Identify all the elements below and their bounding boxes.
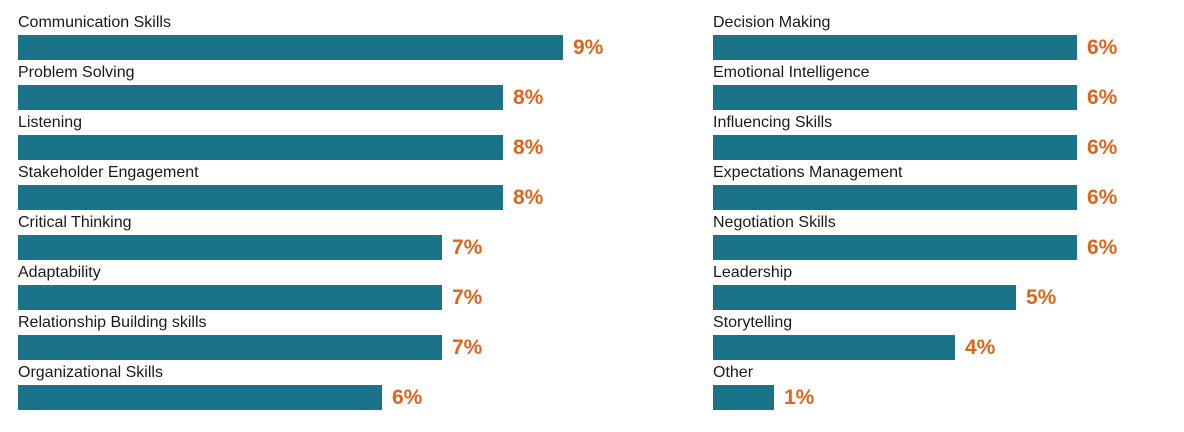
bar — [713, 135, 1077, 160]
bar-row: Communication Skills 9% — [18, 0, 618, 60]
bar — [713, 185, 1077, 210]
bar — [18, 185, 503, 210]
value-label: 7% — [452, 336, 483, 359]
bar-row: Expectations Management 6% — [713, 150, 1173, 210]
category-label: Communication Skills — [18, 14, 171, 31]
bar — [713, 335, 955, 360]
category-label: Influencing Skills — [713, 114, 833, 131]
bar — [713, 35, 1077, 60]
bar-row: Organizational Skills 6% — [18, 350, 618, 410]
skills-chart-left: Communication Skills 9% Problem Solving 8% L… — [18, 0, 618, 432]
bar-row: Emotional Intelligence 6% — [713, 50, 1173, 110]
value-label: 8% — [513, 186, 544, 209]
value-label: 6% — [1087, 186, 1118, 209]
value-label: 8% — [513, 136, 544, 159]
bar-row: Relationship Building skills 7% — [18, 300, 618, 360]
category-label: Problem Solving — [18, 64, 135, 81]
bar-row: Critical Thinking 7% — [18, 200, 618, 260]
category-label: Stakeholder Engagement — [18, 164, 199, 181]
bar-row: Influencing Skills 6% — [713, 100, 1173, 160]
value-label: 8% — [513, 86, 544, 109]
bar-row: Problem Solving 8% — [18, 50, 618, 110]
bar — [18, 85, 503, 110]
value-label: 6% — [1087, 36, 1118, 59]
value-label: 9% — [573, 36, 604, 59]
category-label: Leadership — [713, 264, 793, 281]
bar — [713, 285, 1016, 310]
value-label: 7% — [452, 236, 483, 259]
bar-row: Leadership 5% — [713, 250, 1173, 310]
bar-row: Storytelling 4% — [713, 300, 1173, 360]
value-label: 6% — [1087, 136, 1118, 159]
category-label: Organizational Skills — [18, 364, 163, 381]
bar-row: Decision Making 6% — [713, 0, 1173, 60]
category-label: Listening — [18, 114, 83, 131]
bar — [18, 235, 442, 260]
value-label: 6% — [1087, 86, 1118, 109]
value-label: 7% — [452, 286, 483, 309]
category-label: Relationship Building skills — [18, 314, 207, 331]
bar-row: Stakeholder Engagement 8% — [18, 150, 618, 210]
value-label: 1% — [784, 386, 815, 409]
bar-row: Listening 8% — [18, 100, 618, 160]
bar — [18, 335, 442, 360]
bar — [713, 385, 774, 410]
value-label: 4% — [965, 336, 996, 359]
value-label: 6% — [392, 386, 423, 409]
category-label: Emotional Intelligence — [713, 64, 870, 81]
category-label: Adaptability — [18, 264, 101, 281]
bar — [18, 385, 382, 410]
category-label: Expectations Management — [713, 164, 903, 181]
bar — [18, 35, 563, 60]
value-label: 6% — [1087, 236, 1118, 259]
value-label: 5% — [1026, 286, 1057, 309]
bar-row: Adaptability 7% — [18, 250, 618, 310]
category-label: Storytelling — [713, 314, 793, 331]
category-label: Negotiation Skills — [713, 214, 836, 231]
category-label: Other — [713, 364, 754, 381]
bar — [713, 235, 1077, 260]
category-label: Critical Thinking — [18, 214, 132, 231]
bar — [713, 85, 1077, 110]
skills-chart-right: Decision Making 6% Emotional Intelligence 6… — [713, 0, 1173, 432]
bar — [18, 285, 442, 310]
bar-row: Negotiation Skills 6% — [713, 200, 1173, 260]
bar — [18, 135, 503, 160]
category-label: Decision Making — [713, 14, 831, 31]
bar-row: Other 1% — [713, 350, 1173, 410]
